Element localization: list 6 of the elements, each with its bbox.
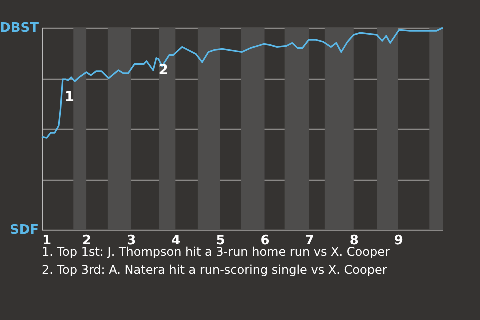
text: 2. Top 3rd: A. Natera hit a run-scoring single vs X. Cooper bbox=[42, 263, 388, 277]
x-tick-label: 9 bbox=[394, 234, 404, 248]
text: DBST bbox=[0, 21, 40, 36]
text: SDF bbox=[10, 223, 39, 238]
annotation: 1 bbox=[64, 90, 74, 106]
annotation: 2 bbox=[158, 62, 168, 78]
